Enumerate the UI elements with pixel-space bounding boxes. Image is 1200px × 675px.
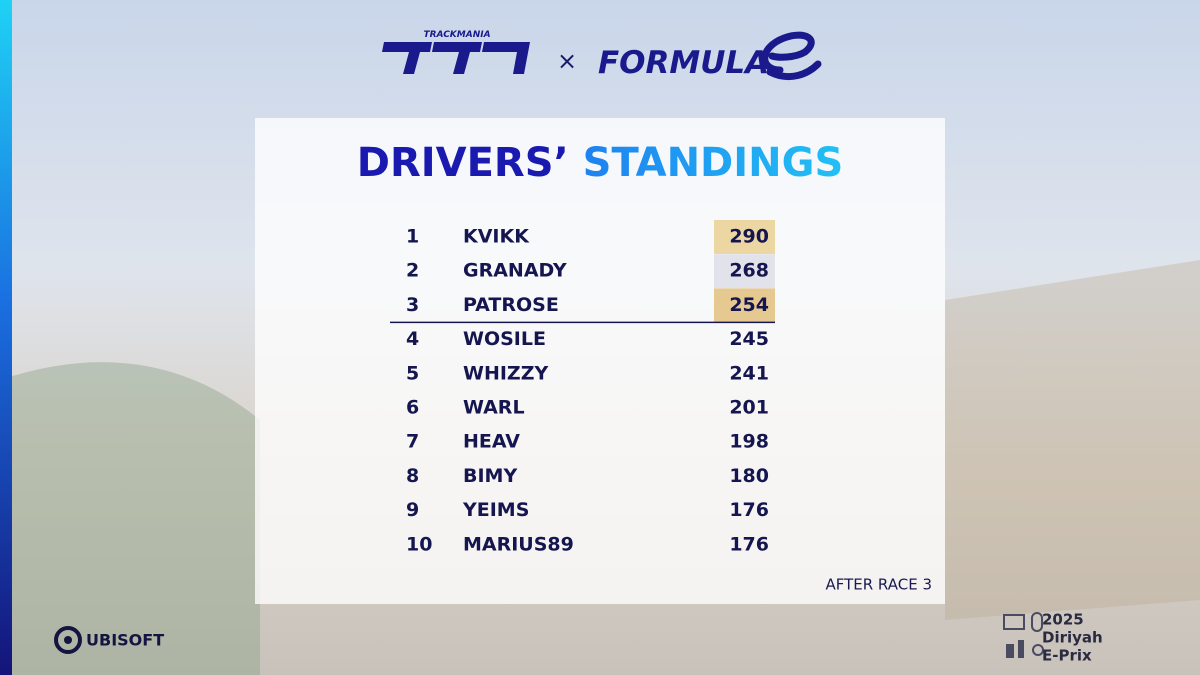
driver-name: WOSILE: [463, 328, 546, 350]
cross: ×: [557, 47, 577, 75]
points: 176: [729, 533, 769, 555]
points: 176: [729, 499, 769, 521]
event-place: Diriyah: [1042, 629, 1103, 647]
standings-table: 1 KVIKK 290 2 GRANADY 268 3 PATROSE 254 4 WOSILE 24…: [390, 220, 775, 555]
scenery-right: [945, 260, 1200, 620]
edge-bar: [0, 0, 12, 675]
title: DRIVERS’ STANDINGS: [357, 140, 844, 186]
driver-name: HEAV: [463, 431, 520, 453]
rank: 7: [406, 431, 419, 453]
points: 245: [729, 328, 769, 350]
driver-name: BIMY: [463, 465, 517, 487]
rank: 8: [406, 465, 419, 487]
rank: 9: [406, 499, 419, 521]
driver-name: KVIKK: [463, 226, 530, 248]
rank: 1: [406, 226, 419, 248]
points: 290: [729, 226, 769, 248]
points: 241: [729, 362, 769, 384]
panel: [255, 118, 945, 604]
driver-name: MARIUS89: [463, 533, 574, 555]
podium-highlight: [714, 288, 775, 323]
ubisoft-logo: UBISOFT: [54, 626, 164, 654]
driver-name: GRANADY: [463, 260, 567, 282]
scenery-left: [0, 362, 260, 675]
points: 254: [729, 294, 769, 316]
podium-highlight: [714, 220, 775, 254]
driver-name: WHIZZY: [463, 362, 548, 384]
podium-highlight: [714, 254, 775, 289]
driver-name: YEIMS: [462, 499, 529, 521]
brand-small: TRACKMANIA: [423, 30, 490, 40]
note: AFTER RACE 3: [825, 576, 932, 594]
driver-name: WARL: [463, 397, 525, 419]
event-name: E-Prix: [1042, 647, 1092, 665]
points: 198: [729, 431, 769, 453]
trackmania-logo: TRACKMANIA: [382, 30, 530, 74]
rank: 10: [406, 533, 432, 555]
event-year: 2025: [1042, 611, 1084, 629]
publisher: UBISOFT: [86, 631, 164, 650]
points: 268: [729, 260, 769, 282]
formula-e-logo: FORMULA: [598, 31, 822, 81]
partner: FORMULA: [598, 45, 769, 81]
rank: 3: [406, 294, 419, 316]
points: 201: [729, 397, 769, 419]
rank: 4: [406, 328, 419, 350]
driver-name: PATROSE: [463, 294, 559, 316]
event-badge: 2025 Diriyah E-Prix: [1003, 611, 1103, 665]
rank: 6: [406, 397, 419, 419]
points: 180: [729, 465, 769, 487]
rank: 5: [406, 362, 419, 384]
rank: 2: [406, 260, 419, 282]
